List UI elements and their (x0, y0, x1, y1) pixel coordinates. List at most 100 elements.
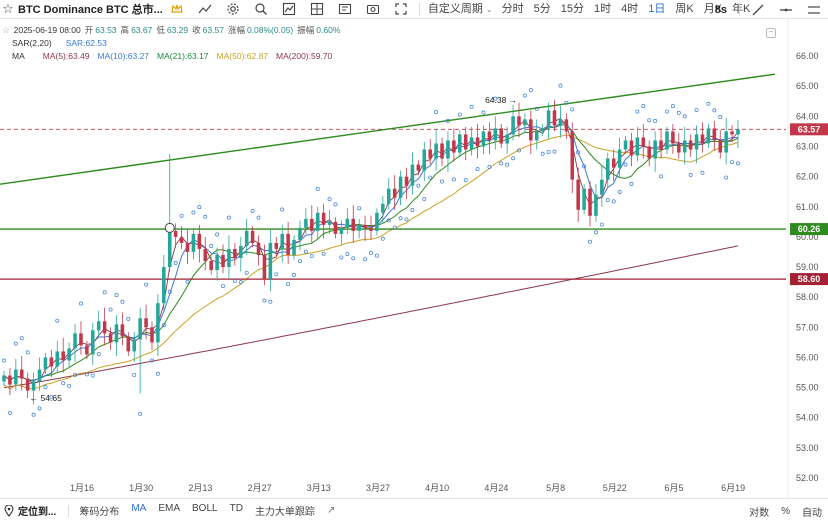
candle-body[interactable] (386, 188, 391, 204)
candle-body[interactable] (8, 375, 12, 385)
candle-body[interactable] (280, 233, 284, 249)
candle-body[interactable] (144, 318, 148, 328)
candle-body[interactable] (298, 227, 302, 240)
candle-body[interactable] (274, 242, 279, 249)
candle-body[interactable] (617, 149, 622, 168)
candle-body[interactable] (73, 333, 77, 349)
candle-body[interactable] (221, 254, 225, 268)
candle-body[interactable] (19, 369, 24, 379)
candle-body[interactable] (529, 119, 533, 141)
draw-line-icon[interactable] (744, 0, 772, 19)
ma-name[interactable]: MA (12, 51, 25, 61)
candle-body[interactable] (227, 248, 231, 268)
candle-body[interactable] (434, 143, 438, 159)
fullscreen-icon[interactable] (387, 0, 415, 19)
candle-body[interactable] (665, 131, 669, 150)
candle-body[interactable] (55, 351, 60, 367)
percent-scale-toggle[interactable]: % (781, 505, 790, 517)
anchor-marker[interactable] (164, 222, 175, 233)
candle-body[interactable] (215, 254, 219, 271)
candle-body[interactable] (150, 327, 154, 343)
star-icon[interactable]: ☆ (2, 1, 14, 16)
candle-body[interactable] (641, 137, 646, 147)
candle-body[interactable] (463, 134, 468, 150)
candle-body[interactable] (647, 146, 651, 159)
candle-body[interactable] (203, 248, 208, 262)
indicator-tab[interactable]: 主力大单跟踪 (254, 507, 315, 518)
info-star-icon[interactable]: ☆ (2, 24, 10, 35)
candle-body[interactable] (197, 233, 202, 249)
share-icon[interactable]: ↗ (326, 505, 336, 516)
candle-body[interactable] (493, 128, 498, 141)
search-icon[interactable] (247, 0, 275, 19)
candle-body[interactable] (2, 375, 6, 382)
candle-body[interactable] (605, 158, 610, 180)
period-tab[interactable]: 1时 (593, 2, 612, 15)
candle-body[interactable] (292, 239, 296, 255)
candle-body[interactable] (422, 149, 427, 171)
candle-body[interactable] (712, 128, 717, 141)
candle-body[interactable] (623, 140, 628, 150)
candle-body[interactable] (79, 333, 83, 346)
period-tab[interactable]: 周K (675, 2, 694, 15)
horizontal-line-icon[interactable] (772, 0, 800, 19)
candle-body[interactable] (671, 131, 675, 144)
candle-body[interactable] (458, 134, 462, 153)
candle-body[interactable] (363, 224, 367, 228)
candle-body[interactable] (452, 140, 456, 153)
candle-body[interactable] (404, 176, 409, 186)
period-tab[interactable]: 分时 (501, 2, 524, 15)
candle-body[interactable] (428, 149, 432, 159)
candle-body[interactable] (736, 129, 740, 135)
candle-body[interactable] (209, 261, 213, 271)
period-tab[interactable]: 月K (703, 2, 723, 15)
candle-body[interactable] (286, 233, 290, 255)
candle-body[interactable] (162, 267, 166, 304)
candle-body[interactable] (351, 218, 356, 231)
candle-body[interactable] (375, 212, 379, 231)
candle-body[interactable] (96, 321, 101, 331)
candle-body[interactable] (262, 254, 267, 280)
candle-body[interactable] (67, 348, 71, 361)
candle-body[interactable] (469, 137, 474, 150)
candle-body[interactable] (185, 242, 190, 252)
candle-body[interactable] (333, 221, 338, 234)
candle-body[interactable] (357, 224, 361, 231)
candle-body[interactable] (700, 134, 705, 144)
candle-body[interactable] (416, 164, 421, 171)
candle-body[interactable] (446, 140, 450, 159)
candle-body[interactable] (250, 230, 255, 243)
indicator-tab[interactable]: EMA (158, 503, 181, 514)
auto-scale-toggle[interactable]: 自动 (802, 507, 822, 519)
candle-body[interactable] (49, 357, 54, 367)
candle-body[interactable] (511, 116, 515, 135)
candle-body[interactable] (653, 140, 657, 159)
candle-body[interactable] (659, 140, 663, 150)
candle-body[interactable] (576, 179, 580, 210)
candle-body[interactable] (392, 188, 397, 198)
candle-body[interactable] (546, 110, 551, 129)
log-scale-toggle[interactable]: 对数 (749, 507, 770, 519)
candle-body[interactable] (611, 158, 616, 168)
custom-period-dropdown[interactable]: 自定义周期 ⌄ (424, 0, 497, 19)
candle-body[interactable] (321, 212, 326, 225)
candle-body[interactable] (132, 339, 137, 352)
chart-type-icon[interactable] (191, 0, 219, 19)
indicator-tab[interactable]: 筹码分布 (79, 507, 120, 518)
candle-body[interactable] (327, 221, 332, 225)
candle-body[interactable] (91, 330, 95, 355)
candle-body[interactable] (677, 143, 681, 153)
candle-body[interactable] (31, 381, 36, 391)
candle-body[interactable] (138, 318, 142, 340)
candle-body[interactable] (475, 137, 480, 147)
locate-button[interactable]: 定位到... (0, 503, 64, 518)
candle-body[interactable] (108, 333, 113, 343)
candle-body[interactable] (179, 236, 184, 243)
candle-body[interactable] (558, 119, 563, 126)
candle-body[interactable] (310, 218, 314, 231)
symbol-title[interactable]: BTC Dominance BTC 总市... (18, 4, 163, 16)
candle-body[interactable] (126, 336, 131, 352)
candle-body[interactable] (724, 131, 728, 153)
price-chart[interactable]: 66.00 65.00 64.00 63.00 62.00 61.00 60.00 59.00… (0, 0, 828, 498)
parallel-channel-icon[interactable] (800, 0, 828, 19)
